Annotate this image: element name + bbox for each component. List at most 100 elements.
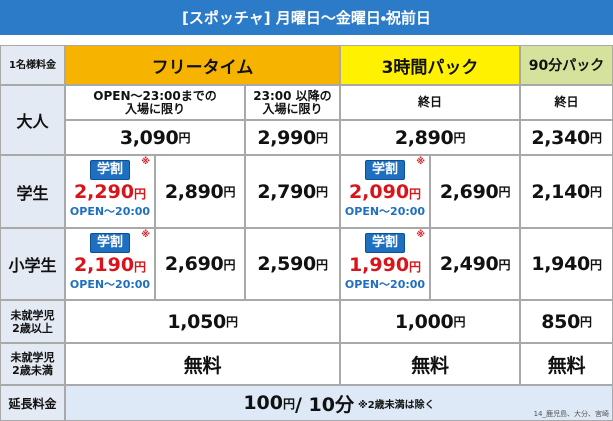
price-cell: 2,890 円 bbox=[155, 155, 245, 228]
price: 1,000 bbox=[394, 310, 454, 333]
row-label: 未就学児 2歳未満 bbox=[0, 343, 65, 385]
asterisk: ※ bbox=[416, 157, 425, 167]
unit: 円 bbox=[315, 185, 328, 199]
discount-hours: OPEN～20:00 bbox=[69, 205, 151, 218]
extension-cell: 100 円 / 10分 ※2歳未満は除く bbox=[65, 385, 613, 421]
price: 2,890 bbox=[164, 180, 224, 203]
price: 2,490 bbox=[439, 253, 499, 275]
unit: 円 bbox=[315, 257, 328, 272]
unit: 円 bbox=[315, 131, 328, 145]
price-cell: 1,000 円 bbox=[340, 300, 520, 343]
unit: 円 bbox=[409, 187, 422, 201]
discount-price: 2,290円 bbox=[74, 180, 146, 206]
unit: 円 bbox=[580, 315, 592, 329]
price-cell: 無料 bbox=[65, 343, 340, 385]
condition: 終日 bbox=[520, 85, 613, 120]
price-cell: 2,490 円 bbox=[430, 228, 520, 300]
discount-badge: 学割 bbox=[89, 233, 130, 253]
discount-cell: 学割 ※ 2,090円 OPEN～20:00 bbox=[340, 155, 430, 228]
unit: 円 bbox=[178, 131, 191, 145]
plan-header: 90分パック bbox=[520, 45, 613, 85]
plan-header: 3時間パック bbox=[340, 45, 520, 85]
price-cell: 2,140 円 bbox=[520, 155, 613, 228]
header-bar: [スポッチャ] 月曜日〜金曜日・祝前日 bbox=[0, 0, 613, 35]
price: 2,890 bbox=[394, 126, 454, 149]
price-cell: 1,050 円 bbox=[65, 300, 340, 343]
price-cell: 無料 bbox=[340, 343, 520, 385]
price: 2,140 bbox=[531, 180, 590, 203]
price-cell: 2,890 円 bbox=[340, 120, 520, 155]
discount-cell: 学割 ※ 2,290円 OPEN～20:00 bbox=[65, 155, 155, 228]
asterisk: ※ bbox=[141, 230, 150, 240]
price-cell: 2,690 円 bbox=[155, 228, 245, 300]
price: 無料 bbox=[411, 354, 449, 377]
corner: 1名様料金 bbox=[0, 45, 65, 85]
price: 2,990 bbox=[257, 126, 316, 149]
asterisk: ※ bbox=[141, 157, 150, 167]
unit: 円 bbox=[498, 257, 511, 272]
unit: 円 bbox=[453, 315, 466, 329]
discount-cell: 学割 ※ 2,190円 OPEN～20:00 bbox=[65, 228, 155, 300]
price: 無料 bbox=[183, 354, 222, 377]
discount-price: 1,990円 bbox=[349, 253, 421, 279]
discount-badge: 学割 bbox=[364, 160, 405, 180]
unit: 円 bbox=[282, 396, 295, 411]
price: 1,990 bbox=[348, 254, 410, 276]
per: / 10分 bbox=[295, 393, 354, 416]
condition: 23:00 以降の 入場に限り bbox=[245, 85, 340, 120]
price-cell: 1,940 円 bbox=[520, 228, 613, 300]
row-label: 未就学児 2歳以上 bbox=[0, 300, 65, 343]
unit: 円 bbox=[134, 187, 147, 201]
discount-hours: OPEN～20:00 bbox=[344, 205, 426, 218]
unit: 円 bbox=[225, 315, 238, 329]
row-label: 延長料金 bbox=[0, 385, 65, 421]
condition: OPEN～23:00までの 入場に限り bbox=[65, 85, 245, 120]
price-cell: 2,990 円 bbox=[245, 120, 340, 155]
amount: 100 bbox=[243, 392, 283, 414]
plan-header: フリータイム bbox=[65, 45, 340, 85]
price: 2,190 bbox=[73, 254, 135, 276]
price-cell: 2,340 円 bbox=[520, 120, 613, 155]
unit: 円 bbox=[223, 257, 236, 272]
unit: 円 bbox=[589, 131, 602, 145]
price: 850 bbox=[541, 310, 581, 333]
price: 2,290 bbox=[73, 181, 135, 203]
row-label: 学生 bbox=[0, 155, 65, 228]
price: 2,090 bbox=[348, 181, 410, 203]
unit: 円 bbox=[409, 260, 422, 274]
price: 2,690 bbox=[439, 180, 499, 203]
discount-badge: 学割 bbox=[364, 233, 405, 253]
price-cell: 850 円 bbox=[520, 300, 613, 343]
price: 2,590 bbox=[257, 253, 316, 275]
unit: 円 bbox=[498, 185, 511, 199]
title: [スポッチャ] 月曜日〜金曜日・祝前日 bbox=[182, 9, 431, 27]
discount-price: 2,090円 bbox=[349, 180, 421, 206]
unit: 円 bbox=[589, 185, 602, 199]
note: ※2歳未満は除く bbox=[358, 399, 435, 411]
row-label: 大人 bbox=[0, 85, 65, 155]
discount-price: 2,190円 bbox=[74, 253, 146, 279]
price: 1,050 bbox=[167, 310, 226, 333]
unit: 円 bbox=[589, 257, 602, 272]
unit: 円 bbox=[223, 185, 236, 199]
footnote: 14_鹿児島、大分、宮崎 bbox=[533, 410, 609, 418]
price: 1,940 bbox=[531, 253, 590, 275]
condition: 終日 bbox=[340, 85, 520, 120]
discount-cell: 学割 ※ 1,990円 OPEN～20:00 bbox=[340, 228, 430, 300]
price-cell: 2,590 円 bbox=[245, 228, 340, 300]
discount-hours: OPEN～20:00 bbox=[344, 278, 426, 291]
unit: 円 bbox=[453, 131, 466, 145]
price: 2,340 bbox=[531, 126, 590, 149]
asterisk: ※ bbox=[416, 230, 425, 240]
price: 無料 bbox=[547, 354, 586, 377]
discount-hours: OPEN～20:00 bbox=[69, 278, 151, 291]
price: 2,790 bbox=[257, 180, 316, 203]
unit: 円 bbox=[134, 260, 147, 274]
price-cell: 無料 bbox=[520, 343, 613, 385]
price-cell: 3,090 円 bbox=[65, 120, 245, 155]
price: 2,690 bbox=[164, 253, 224, 275]
discount-badge: 学割 bbox=[89, 160, 130, 180]
price: 3,090 bbox=[119, 126, 179, 149]
row-label: 小学生 bbox=[0, 228, 65, 300]
